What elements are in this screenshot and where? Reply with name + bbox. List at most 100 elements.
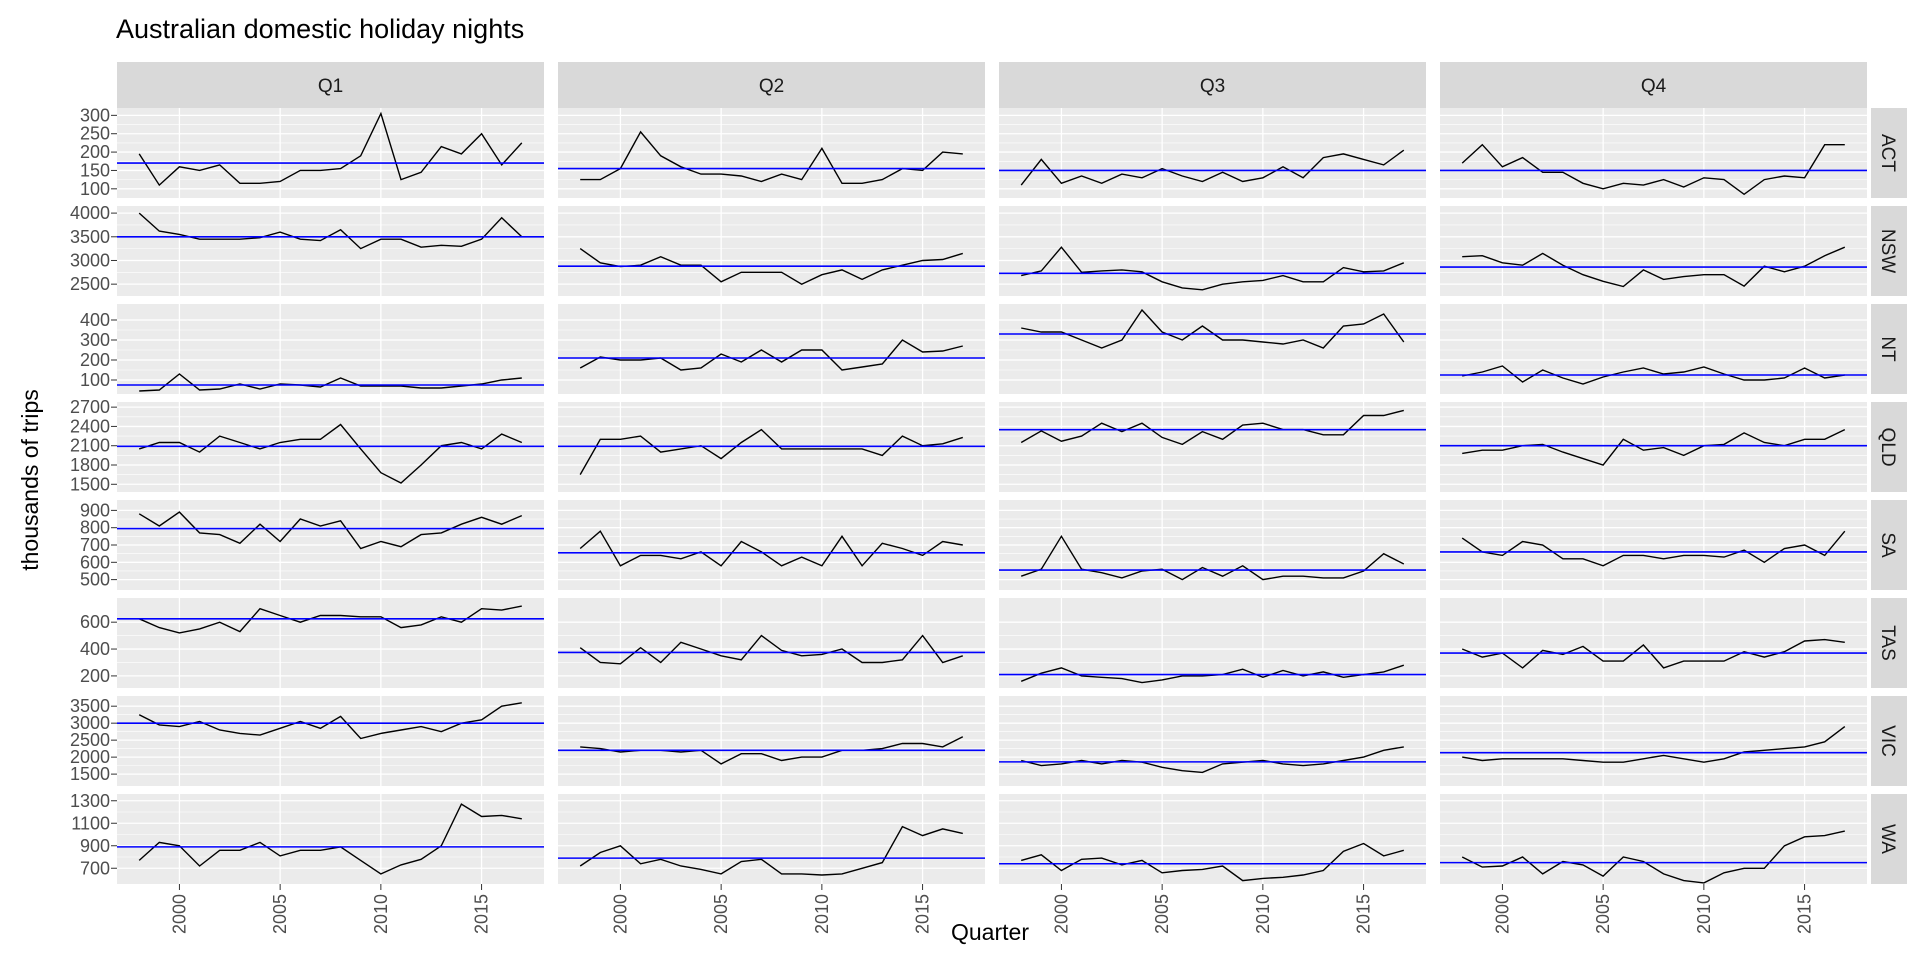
facet-strip-nsw xyxy=(1871,206,1907,296)
series-line-nsw-q3 xyxy=(1021,246,1405,291)
x-tick-label: 2010 xyxy=(812,894,832,934)
y-tick-label: 700 xyxy=(80,535,110,555)
facet-strip-qld xyxy=(1871,402,1907,492)
series-line-act-q2 xyxy=(580,130,963,185)
x-tick-label: 2005 xyxy=(270,894,290,934)
panel-nt-q4 xyxy=(1440,304,1867,394)
y-tick-label: 700 xyxy=(80,858,110,878)
panel-background xyxy=(1440,108,1867,198)
y-tick-label: 3500 xyxy=(70,227,110,247)
panel-act-q1 xyxy=(117,108,544,198)
facet-strip-label: NSW xyxy=(1877,229,1898,273)
panel-background xyxy=(999,794,1426,884)
panel-background xyxy=(117,696,544,786)
panel-vic-q1 xyxy=(117,696,544,786)
x-tick-label: 2015 xyxy=(1795,894,1815,934)
panel-sa-q2 xyxy=(558,500,985,590)
panel-qld-q3 xyxy=(999,402,1426,492)
y-tick-label: 3500 xyxy=(70,696,110,716)
panel-vic-q4 xyxy=(1440,696,1867,786)
series-line-qld-q3 xyxy=(1020,409,1404,446)
panel-nsw-q4 xyxy=(1440,206,1867,296)
facet-strip-vic xyxy=(1871,696,1907,786)
x-tick-label: 2000 xyxy=(169,894,189,934)
y-tick-label: 200 xyxy=(80,350,110,370)
facet-strip-label: ACT xyxy=(1877,134,1898,172)
y-tick-label: 150 xyxy=(80,160,110,180)
facet-strip-sa xyxy=(1871,500,1907,590)
series-line-nt-q4 xyxy=(1462,365,1845,385)
panel-background xyxy=(1440,304,1867,394)
panel-background xyxy=(117,108,544,198)
panel-background xyxy=(999,696,1426,786)
y-tick-label: 300 xyxy=(80,330,110,350)
panel-tas-q4 xyxy=(1440,598,1867,688)
panel-background xyxy=(1440,696,1867,786)
panel-act-q4 xyxy=(1440,108,1867,198)
facet-strip-label: Q3 xyxy=(1200,76,1225,97)
panel-act-q3 xyxy=(999,108,1426,198)
series-line-tas-q1 xyxy=(138,605,522,634)
panel-sa-q1 xyxy=(117,500,544,590)
series-line-nt-q1 xyxy=(139,373,522,392)
panel-background xyxy=(558,304,985,394)
panel-background xyxy=(999,598,1426,688)
panel-wa-q4 xyxy=(1440,794,1867,884)
facet-strip-label: SA xyxy=(1877,532,1898,558)
panel-nt-q1 xyxy=(117,304,544,394)
x-tick-label: 2000 xyxy=(610,894,630,934)
series-line-vic-q4 xyxy=(1462,726,1846,763)
series-line-wa-q2 xyxy=(579,825,963,876)
panel-background xyxy=(117,304,544,394)
x-tick-label: 2015 xyxy=(913,894,933,934)
panel-background xyxy=(999,304,1426,394)
panel-wa-q3 xyxy=(999,794,1426,884)
panel-background xyxy=(1440,402,1867,492)
facet-strip-label: QLD xyxy=(1877,427,1898,466)
y-tick-label: 400 xyxy=(80,639,110,659)
y-tick-label: 1800 xyxy=(70,455,110,475)
y-tick-label: 300 xyxy=(80,105,110,125)
x-tick-label: 2000 xyxy=(1051,894,1071,934)
series-line-qld-q1 xyxy=(138,423,523,484)
panel-sa-q3 xyxy=(999,500,1426,590)
panel-background xyxy=(117,794,544,884)
series-line-wa-q1 xyxy=(138,803,522,875)
y-tick-label: 2500 xyxy=(70,730,110,750)
y-tick-label: 800 xyxy=(80,518,110,538)
series-line-act-q1 xyxy=(138,111,523,187)
y-tick-label: 250 xyxy=(80,124,110,144)
panel-tas-q1 xyxy=(117,598,544,688)
y-tick-label: 100 xyxy=(80,179,110,199)
series-line-wa-q4 xyxy=(1461,830,1845,884)
facet-strip-label: Q1 xyxy=(318,76,343,97)
facet-strip-label: WA xyxy=(1877,824,1898,854)
panel-background xyxy=(1440,598,1867,688)
series-line-act-q3 xyxy=(1020,149,1405,186)
x-tick-label: 2010 xyxy=(371,894,391,934)
facet-strip-label: NT xyxy=(1877,336,1898,362)
facet-strip-label: Q2 xyxy=(759,76,784,97)
y-axis-title: thousands of trips xyxy=(17,389,43,571)
facet-strip-label: VIC xyxy=(1877,725,1898,757)
series-line-nsw-q1 xyxy=(138,212,523,250)
series-line-sa-q1 xyxy=(138,511,523,550)
x-tick-label: 2005 xyxy=(1152,894,1172,934)
panel-sa-q4 xyxy=(1440,500,1867,590)
y-tick-label: 2500 xyxy=(70,274,110,294)
x-tick-label: 2015 xyxy=(472,894,492,934)
y-tick-label: 3000 xyxy=(70,713,110,733)
series-line-nsw-q4 xyxy=(1462,246,1846,288)
x-tick-label: 2010 xyxy=(1694,894,1714,934)
series-line-qld-q2 xyxy=(579,428,964,475)
panel-background xyxy=(558,108,985,198)
y-tick-label: 2100 xyxy=(70,436,110,456)
y-tick-label: 900 xyxy=(80,500,110,520)
y-tick-label: 400 xyxy=(80,310,110,330)
panel-background xyxy=(558,794,985,884)
facet-strip-q4 xyxy=(1440,62,1867,108)
panel-nsw-q3 xyxy=(999,206,1426,296)
panel-background xyxy=(1440,206,1867,296)
x-tick-label: 2005 xyxy=(1593,894,1613,934)
